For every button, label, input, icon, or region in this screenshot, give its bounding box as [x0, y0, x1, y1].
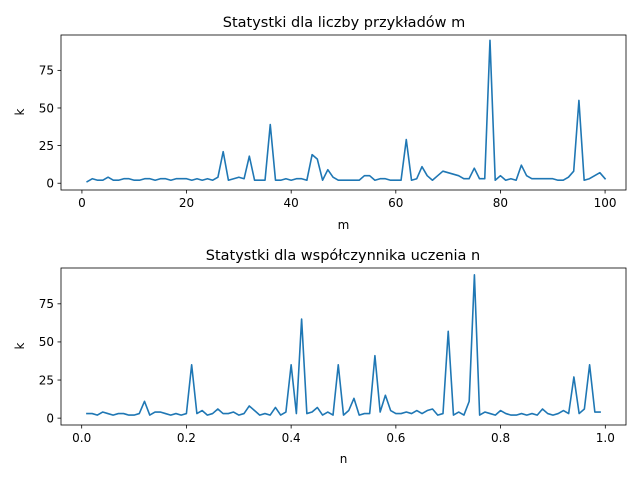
- y-tick-label-n: 0: [46, 411, 54, 425]
- x-tick-label-n: 0.6: [386, 431, 405, 445]
- axes-frame-m: [60, 34, 627, 191]
- subplot-m: Statystki dla liczby przykładów m 0 20 40 6…: [13, 15, 627, 232]
- y-tick-label-m: 25: [39, 139, 54, 153]
- x-tick-label-n: 0.2: [177, 431, 196, 445]
- chart-title-n: Statystki dla współczynnika uczenia n: [206, 248, 480, 264]
- y-tick-label-n: 25: [39, 373, 54, 387]
- series-line-n: [86, 274, 601, 416]
- plot-area-n: 0.0 0.2 0.4 0.6 0.8 1.0 0 25 50 75: [39, 274, 615, 445]
- y-tick-label-m: 75: [39, 64, 54, 78]
- x-tick-label-n: 0.4: [282, 431, 301, 445]
- y-axis-label-m: k: [13, 108, 27, 115]
- x-tick-label-n: 0.8: [491, 431, 510, 445]
- axes-frame-n: [60, 267, 627, 426]
- x-axis-label-n: n: [340, 452, 348, 466]
- y-tick-label-n: 50: [39, 335, 54, 349]
- x-axis-label-m: m: [338, 218, 350, 232]
- y-tick-label-m: 0: [46, 177, 54, 191]
- x-tick-label-m: 0: [78, 196, 86, 210]
- x-tick-label-m: 100: [594, 196, 617, 210]
- chart-title-m: Statystki dla liczby przykładów m: [223, 15, 466, 31]
- subplot-n: Statystki dla współczynnika uczenia n 0.…: [13, 248, 627, 466]
- x-tick-label-m: 80: [493, 196, 508, 210]
- plot-area-m: 0 20 40 60 80 100 0 25 50 75: [39, 39, 617, 210]
- y-axis-label-n: k: [13, 342, 27, 349]
- series-line-m: [86, 39, 607, 183]
- x-tick-label-m: 40: [284, 196, 299, 210]
- y-tick-label-n: 75: [39, 297, 54, 311]
- x-tick-label-m: 60: [388, 196, 403, 210]
- x-tick-label-n: 0.0: [72, 431, 91, 445]
- x-tick-label-m: 20: [179, 196, 194, 210]
- y-tick-label-m: 50: [39, 101, 54, 115]
- x-tick-label-n: 1.0: [596, 431, 615, 445]
